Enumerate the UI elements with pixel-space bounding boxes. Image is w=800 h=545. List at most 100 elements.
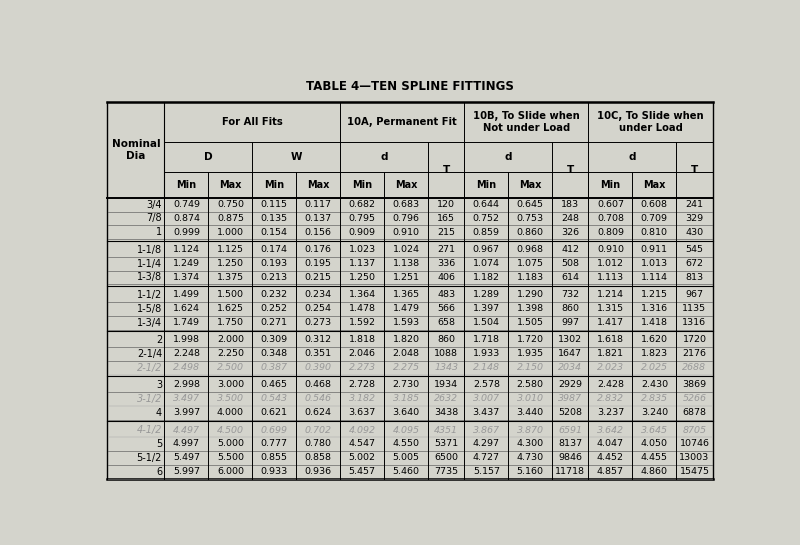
Text: 5.160: 5.160: [517, 467, 544, 476]
Text: 0.796: 0.796: [393, 214, 420, 223]
Text: d: d: [505, 152, 512, 162]
Text: 0.213: 0.213: [261, 273, 288, 282]
Text: 1.183: 1.183: [517, 273, 544, 282]
Text: 0.135: 0.135: [261, 214, 288, 223]
Text: 3.867: 3.867: [473, 426, 500, 434]
Text: 3.500: 3.500: [217, 395, 244, 403]
Text: 1.114: 1.114: [641, 273, 668, 282]
Text: 0.909: 0.909: [349, 228, 376, 237]
Text: 1.618: 1.618: [597, 335, 624, 344]
Text: 4.452: 4.452: [597, 453, 624, 462]
Text: 1.935: 1.935: [517, 349, 544, 358]
Text: 0.273: 0.273: [305, 318, 332, 327]
Text: 0.750: 0.750: [217, 200, 244, 209]
Text: 2.000: 2.000: [217, 335, 244, 344]
Text: 3: 3: [156, 380, 162, 390]
Text: 0.607: 0.607: [597, 200, 624, 209]
Text: 0.390: 0.390: [305, 363, 332, 372]
Text: 1088: 1088: [434, 349, 458, 358]
Text: 2.428: 2.428: [597, 380, 624, 390]
Text: 5266: 5266: [682, 395, 706, 403]
Text: 1.479: 1.479: [393, 304, 420, 313]
Text: 0.154: 0.154: [261, 228, 288, 237]
Text: 0.708: 0.708: [597, 214, 624, 223]
Text: Max: Max: [643, 180, 666, 190]
Text: 2.500: 2.500: [217, 363, 244, 372]
Text: 0.608: 0.608: [641, 200, 668, 209]
Text: 4.547: 4.547: [349, 439, 376, 449]
Text: 4.730: 4.730: [517, 453, 544, 462]
Text: 0.193: 0.193: [261, 259, 288, 268]
Text: 997: 997: [562, 318, 579, 327]
Text: 4.047: 4.047: [597, 439, 624, 449]
Text: 0.780: 0.780: [305, 439, 332, 449]
Text: 0.468: 0.468: [305, 380, 332, 390]
Text: 1.124: 1.124: [173, 245, 200, 254]
Text: 10746: 10746: [679, 439, 710, 449]
Text: 430: 430: [686, 228, 703, 237]
Text: 0.117: 0.117: [305, 200, 332, 209]
Text: 1.000: 1.000: [217, 228, 244, 237]
Text: 5.002: 5.002: [349, 453, 376, 462]
Text: 4.300: 4.300: [517, 439, 544, 449]
Text: 614: 614: [562, 273, 579, 282]
Text: 1.398: 1.398: [517, 304, 544, 313]
Text: 1.075: 1.075: [517, 259, 544, 268]
Text: 1.818: 1.818: [349, 335, 376, 344]
Text: 1.250: 1.250: [217, 259, 244, 268]
Text: 1.625: 1.625: [217, 304, 244, 313]
Text: 1.592: 1.592: [349, 318, 376, 327]
Text: 10A, Permanent Fit: 10A, Permanent Fit: [347, 117, 457, 128]
Text: 10C, To Slide when
under Load: 10C, To Slide when under Load: [597, 112, 704, 133]
Text: 0.875: 0.875: [217, 214, 244, 223]
Text: 0.709: 0.709: [641, 214, 668, 223]
Text: 0.215: 0.215: [305, 273, 332, 282]
Text: 566: 566: [438, 304, 455, 313]
Text: 1.374: 1.374: [173, 273, 200, 282]
Text: 672: 672: [686, 259, 703, 268]
Text: 4.860: 4.860: [641, 467, 668, 476]
Text: Max: Max: [219, 180, 242, 190]
Text: 1.249: 1.249: [173, 259, 200, 268]
Text: 1.505: 1.505: [517, 318, 544, 327]
Text: 0.858: 0.858: [305, 453, 332, 462]
Text: 0.810: 0.810: [641, 228, 668, 237]
Text: 0.968: 0.968: [517, 245, 544, 254]
Text: 13003: 13003: [679, 453, 710, 462]
Text: 3.182: 3.182: [349, 395, 376, 403]
Text: 1.821: 1.821: [597, 349, 624, 358]
Text: 3.000: 3.000: [217, 380, 244, 390]
Text: d: d: [381, 152, 388, 162]
Text: 0.859: 0.859: [473, 228, 500, 237]
Text: 0.546: 0.546: [305, 395, 332, 403]
Text: 5-1/2: 5-1/2: [137, 453, 162, 463]
Text: 1-1/8: 1-1/8: [137, 245, 162, 255]
Text: 4351: 4351: [434, 426, 458, 434]
Text: 2.578: 2.578: [473, 380, 500, 390]
Text: 1.290: 1.290: [517, 290, 544, 299]
Text: 5.005: 5.005: [393, 453, 420, 462]
Text: 2.835: 2.835: [641, 395, 668, 403]
Text: 2.275: 2.275: [393, 363, 420, 372]
Text: 215: 215: [438, 228, 455, 237]
Text: D: D: [204, 152, 213, 162]
Text: 2-1/2: 2-1/2: [137, 362, 162, 373]
Text: Min: Min: [176, 180, 197, 190]
Text: 0.621: 0.621: [261, 408, 288, 417]
Text: 0.910: 0.910: [597, 245, 624, 254]
Text: 11718: 11718: [555, 467, 586, 476]
Text: 4.455: 4.455: [641, 453, 668, 462]
Text: 3.237: 3.237: [597, 408, 624, 417]
Text: 2-1/4: 2-1/4: [137, 349, 162, 359]
Text: 1934: 1934: [434, 380, 458, 390]
Text: 406: 406: [438, 273, 455, 282]
Text: 1.012: 1.012: [597, 259, 624, 268]
Text: 1302: 1302: [558, 335, 582, 344]
Text: 6.000: 6.000: [217, 467, 244, 476]
Text: Max: Max: [395, 180, 418, 190]
Text: 2.832: 2.832: [597, 395, 624, 403]
Text: 0.699: 0.699: [261, 426, 288, 434]
Text: Min: Min: [476, 180, 496, 190]
Text: 483: 483: [437, 290, 455, 299]
Text: 1.620: 1.620: [641, 335, 668, 344]
